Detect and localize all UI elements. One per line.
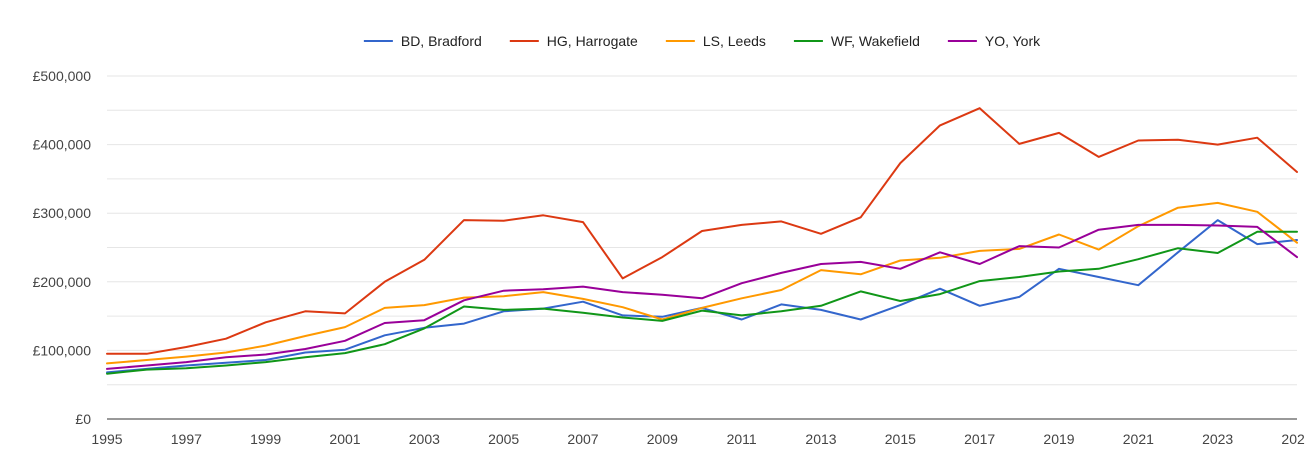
grid: [107, 75, 1297, 386]
series-line-2: [106, 201, 1298, 365]
series-group: [106, 107, 1298, 375]
x-tick-label: 2017: [964, 431, 995, 447]
y-tick-label: £500,000: [33, 68, 92, 84]
legend-item[interactable]: LS, Leeds: [665, 33, 766, 49]
x-tick-label: 2003: [409, 431, 440, 447]
x-tick-label: 1999: [250, 431, 281, 447]
x-tick-label: 2001: [329, 431, 360, 447]
x-tick-label: 2009: [647, 431, 678, 447]
legend-label: LS, Leeds: [703, 33, 766, 49]
x-axis-tick-labels: 1995 1997 1999 2001 2003 2005 2007 2009 2011 2013…: [91, 431, 1305, 447]
x-tick-label: 1997: [171, 431, 202, 447]
legend-item[interactable]: BD, Bradford: [363, 33, 482, 49]
x-tick-label: 2005: [488, 431, 519, 447]
legend: BD, Bradford HG, Harrogate LS, Leeds WF, Wa…: [363, 33, 1041, 49]
y-tick-label: £100,000: [33, 342, 92, 358]
y-tick-label: £200,000: [33, 274, 92, 290]
x-tick-label: 2011: [727, 431, 757, 447]
legend-label: YO, York: [985, 33, 1041, 49]
x-tick-label: 1995: [91, 431, 122, 447]
y-tick-label: £300,000: [33, 205, 92, 221]
legend-label: BD, Bradford: [401, 33, 482, 49]
y-tick-label: £0: [75, 411, 91, 427]
y-tick-label: £400,000: [33, 137, 92, 153]
x-tick-label: 2019: [1043, 431, 1074, 447]
series-line-1: [106, 107, 1298, 355]
x-tick-label: 2021: [1123, 431, 1154, 447]
series-line-0: [106, 219, 1298, 374]
x-tick-label: 2015: [885, 431, 916, 447]
legend-item[interactable]: YO, York: [947, 33, 1041, 49]
series-line-3: [106, 230, 1298, 375]
legend-label: WF, Wakefield: [831, 33, 920, 49]
x-tick-label: 2025: [1281, 431, 1305, 447]
y-axis-tick-labels: £0 £100,000 £200,000 £300,000 £400,000 £500,0…: [33, 68, 92, 427]
x-tick-label: 2007: [567, 431, 598, 447]
series-line-4: [106, 223, 1298, 370]
legend-item[interactable]: WF, Wakefield: [793, 33, 920, 49]
legend-item[interactable]: HG, Harrogate: [509, 33, 638, 49]
x-tick-label: 2013: [805, 431, 836, 447]
legend-label: HG, Harrogate: [547, 33, 638, 49]
x-tick-label: 2023: [1202, 431, 1233, 447]
